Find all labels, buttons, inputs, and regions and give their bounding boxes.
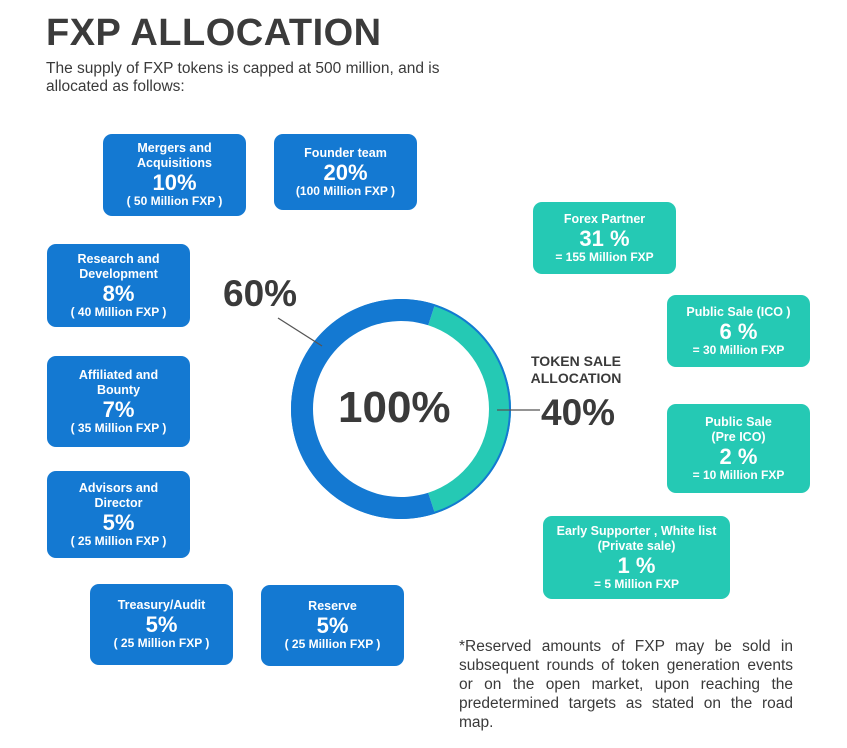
allocation-pct: 6 %: [719, 318, 758, 344]
allocation-amount: = 30 Million FXP: [692, 342, 785, 357]
allocation-pct: 10%: [152, 170, 197, 195]
allocation-pct: 8%: [102, 280, 135, 306]
allocation-amount: = 155 Million FXP: [555, 249, 654, 264]
leader-line-60: [277, 317, 323, 347]
allocation-name: Founder team: [304, 145, 387, 160]
allocation-card-affiliated: Affiliated and Bounty 7% ( 35 Million FX…: [47, 356, 190, 447]
allocation-name: Research and Development: [77, 251, 160, 281]
allocation-pct: 7%: [102, 396, 135, 422]
allocation-pct: 1 %: [617, 552, 656, 578]
allocation-card-treasury: Treasury/Audit 5% ( 25 Million FXP ): [90, 584, 233, 665]
allocation-name: Public Sale (Pre ICO): [705, 414, 772, 444]
allocation-card-early-supporter: Early Supporter , White list (Private sa…: [543, 516, 730, 599]
footnote: *Reserved amounts of FXP may be sold in …: [459, 638, 793, 731]
allocation-card-public-sale-ico: Public Sale (ICO ) 6 % = 30 Million FXP: [667, 295, 810, 367]
allocation-amount: ( 25 Million FXP ): [284, 637, 381, 651]
reserved-pct-label: 60%: [223, 273, 298, 314]
allocation-pct: 5%: [316, 613, 349, 638]
allocation-name: Advisors and Director: [78, 480, 159, 510]
allocation-name: Reserve: [308, 599, 357, 613]
allocation-amount: = 10 Million FXP: [692, 467, 785, 482]
allocation-pct: 2 %: [719, 443, 758, 469]
allocation-card-founder: Founder team 20% (100 Million FXP ): [274, 134, 417, 210]
allocation-name: Early Supporter , White list (Private sa…: [556, 523, 717, 553]
allocation-amount: ( 25 Million FXP ): [113, 636, 210, 650]
allocation-name: Public Sale (ICO ): [686, 304, 791, 319]
allocation-name: Forex Partner: [563, 211, 646, 226]
allocation-card-forex-partner: Forex Partner 31 % = 155 Million FXP: [533, 202, 676, 274]
donut-slice-reserved: [290, 299, 435, 519]
allocation-pct: 5%: [145, 612, 178, 637]
allocation-amount: ( 50 Million FXP ): [126, 194, 223, 208]
token-sale-title: TOKEN SALE ALLOCATION: [530, 353, 622, 386]
allocation-amount: ( 35 Million FXP ): [70, 420, 167, 435]
allocation-name: Treasury/Audit: [117, 598, 206, 612]
allocation-amount: ( 40 Million FXP ): [70, 304, 167, 319]
allocation-name: Affiliated and Bounty: [78, 367, 159, 397]
allocation-card-mergers: Mergers and Acquisitions 10% ( 50 Millio…: [103, 134, 246, 216]
allocation-card-advisors: Advisors and Director 5% ( 25 Million FX…: [47, 471, 190, 558]
allocation-amount: (100 Million FXP ): [295, 183, 396, 198]
allocation-card-public-sale-pre-ico: Public Sale (Pre ICO) 2 % = 10 Million F…: [667, 404, 810, 493]
center-label: 100%: [338, 383, 451, 432]
donut-slice-token-sale: [428, 304, 511, 514]
allocation-pct: 31 %: [579, 225, 630, 251]
page-subtitle: The supply of FXP tokens is capped at 50…: [46, 60, 440, 95]
donut-slices: [290, 299, 511, 519]
allocation-card-research: Research and Development 8% ( 40 Million…: [47, 244, 190, 327]
donut-outer-edge: [291, 299, 511, 519]
allocation-amount: = 5 Million FXP: [593, 576, 679, 591]
allocation-pct: 20%: [323, 159, 368, 185]
allocation-amount: ( 25 Million FXP ): [70, 533, 167, 548]
token-sale-pct-label: 40%: [541, 392, 616, 433]
page-title: FXP ALLOCATION: [46, 12, 382, 54]
allocation-pct: 5%: [102, 509, 135, 535]
allocation-card-reserve: Reserve 5% ( 25 Million FXP ): [261, 585, 404, 666]
allocation-name: Mergers and Acquisitions: [136, 141, 212, 170]
